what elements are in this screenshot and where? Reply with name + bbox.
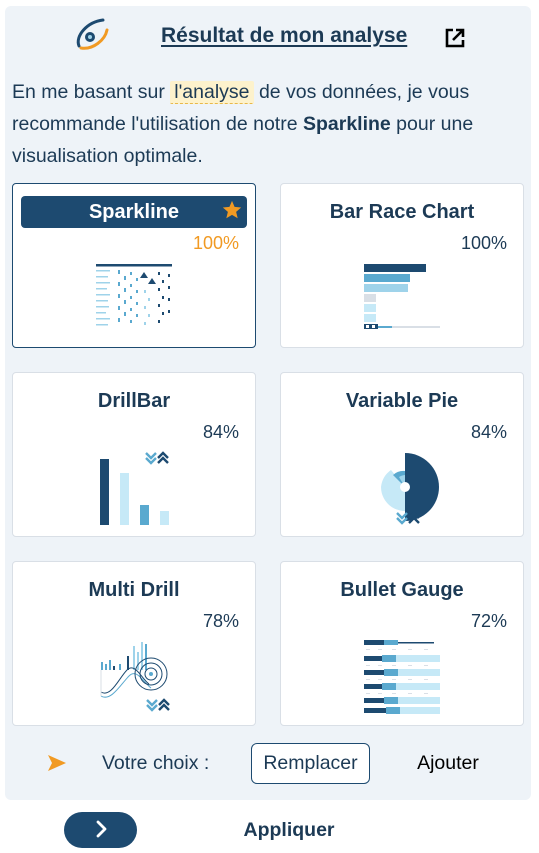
card-score: 84% xyxy=(202,422,239,442)
card-name: Multi Drill xyxy=(88,579,180,601)
sparkline-thumbnail xyxy=(96,264,172,326)
footer-bar: Appliquer xyxy=(0,806,539,853)
drillbar-thumbnail xyxy=(100,451,169,525)
card-score: 72% xyxy=(470,611,507,631)
card-name: DrillBar xyxy=(97,390,171,412)
chart-card-variable-pie[interactable]: Variable Pie 84% xyxy=(280,372,524,537)
replace-button[interactable]: Remplacer xyxy=(251,743,370,784)
card-name: Variable Pie xyxy=(345,390,459,412)
card-score: 78% xyxy=(202,611,239,631)
choice-row: Votre choix : Remplacer Ajouter xyxy=(5,741,531,791)
star-icon xyxy=(222,200,242,219)
drill-chevrons-icon xyxy=(396,511,420,525)
chart-card-drillbar[interactable]: DrillBar 84% xyxy=(12,372,256,537)
choice-label: Votre choix : xyxy=(102,752,210,774)
external-link-icon[interactable] xyxy=(443,26,467,50)
panel-header: Résultat de mon analyse xyxy=(5,6,531,68)
chart-card-multi-drill[interactable]: Multi Drill 78% xyxy=(12,561,256,726)
chart-card-bullet-gauge[interactable]: Bullet Gauge 72% xyxy=(280,561,524,726)
next-button[interactable] xyxy=(64,812,137,848)
analysis-highlight[interactable]: l'analyse xyxy=(170,81,254,104)
card-score: 84% xyxy=(470,422,507,442)
selected-name-bar: Sparkline xyxy=(21,196,247,228)
chart-card-sparkline[interactable]: Sparkline 100% xyxy=(12,183,256,348)
app-logo-icon xyxy=(76,18,109,50)
drill-chevrons-icon xyxy=(146,698,170,712)
bullet-gauge-thumbnail xyxy=(364,640,440,714)
drill-chevrons-icon xyxy=(145,451,169,465)
bar-race-thumbnail xyxy=(364,264,440,329)
card-score: 100% xyxy=(460,233,507,253)
card-name: Bullet Gauge xyxy=(340,579,464,601)
page-title[interactable]: Résultat de mon analyse xyxy=(161,24,408,47)
card-name: Sparkline xyxy=(88,201,180,223)
card-name: Bar Race Chart xyxy=(329,201,475,223)
variable-pie-thumbnail xyxy=(381,453,439,525)
arrow-right-icon xyxy=(48,755,66,771)
recommendation-text: En me basant sur l'analyse de vos donnée… xyxy=(12,81,474,167)
analysis-panel: Résultat de mon analyse En me basant sur… xyxy=(5,6,531,800)
apply-button[interactable]: Appliquer xyxy=(234,812,344,848)
chart-card-bar-race-chart[interactable]: Bar Race Chart 100% xyxy=(280,183,524,348)
add-button[interactable]: Ajouter xyxy=(403,743,493,784)
recommended-chart-name: Sparkline xyxy=(302,113,391,135)
multi-drill-thumbnail xyxy=(100,642,170,712)
chevron-right-icon xyxy=(96,820,106,837)
card-score: 100% xyxy=(192,233,239,253)
